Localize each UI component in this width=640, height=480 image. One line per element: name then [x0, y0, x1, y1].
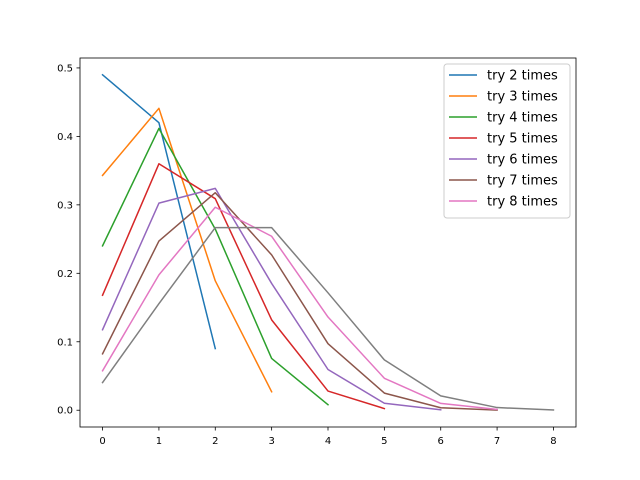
y-tick-label: 0.2: [57, 269, 73, 280]
legend-label: try 6 times: [487, 153, 558, 168]
series-layer: [101, 73, 555, 411]
legend-label: try 7 times: [487, 174, 558, 189]
y-tick-label: 0.3: [57, 200, 73, 211]
legend-label: try 4 times: [487, 111, 558, 126]
legend-label: try 8 times: [487, 195, 558, 210]
x-tick-label: 8: [550, 436, 556, 447]
y-tick-label: 0.1: [57, 337, 73, 348]
x-tick-label: 0: [99, 436, 105, 447]
y-tick-label: 0.5: [57, 63, 73, 74]
series-line-7: [101, 206, 498, 411]
x-tick-label: 6: [438, 436, 444, 447]
y-tick-label: 0.4: [57, 132, 73, 143]
x-tick-label: 1: [156, 436, 162, 447]
x-axis: 0 1 2 3 4 5 6 7 8: [99, 427, 557, 447]
series-line-5: [101, 187, 442, 411]
x-tick-label: 3: [268, 436, 274, 447]
x-tick-label: 7: [494, 436, 500, 447]
legend-label: try 5 times: [487, 132, 558, 147]
legend: try 2 times try 3 times try 4 times try 5 t…: [443, 63, 571, 219]
x-tick-label: 2: [212, 436, 218, 447]
y-tick-label: 0.0: [57, 406, 73, 417]
series-line-3: [101, 127, 330, 406]
series-line-8: [101, 226, 555, 411]
legend-label: try 2 times: [487, 69, 558, 84]
legend-label: try 3 times: [487, 90, 558, 105]
x-tick-label: 5: [381, 436, 387, 447]
plot-frame: [79, 57, 577, 428]
y-axis: 0.0 0.1 0.2 0.3 0.4 0.5: [57, 63, 80, 417]
x-tick-label: 4: [325, 436, 331, 447]
series-line-6: [101, 191, 498, 411]
series-line-2: [101, 107, 273, 393]
series-line-1: [101, 73, 217, 350]
series-line-4: [101, 163, 386, 410]
